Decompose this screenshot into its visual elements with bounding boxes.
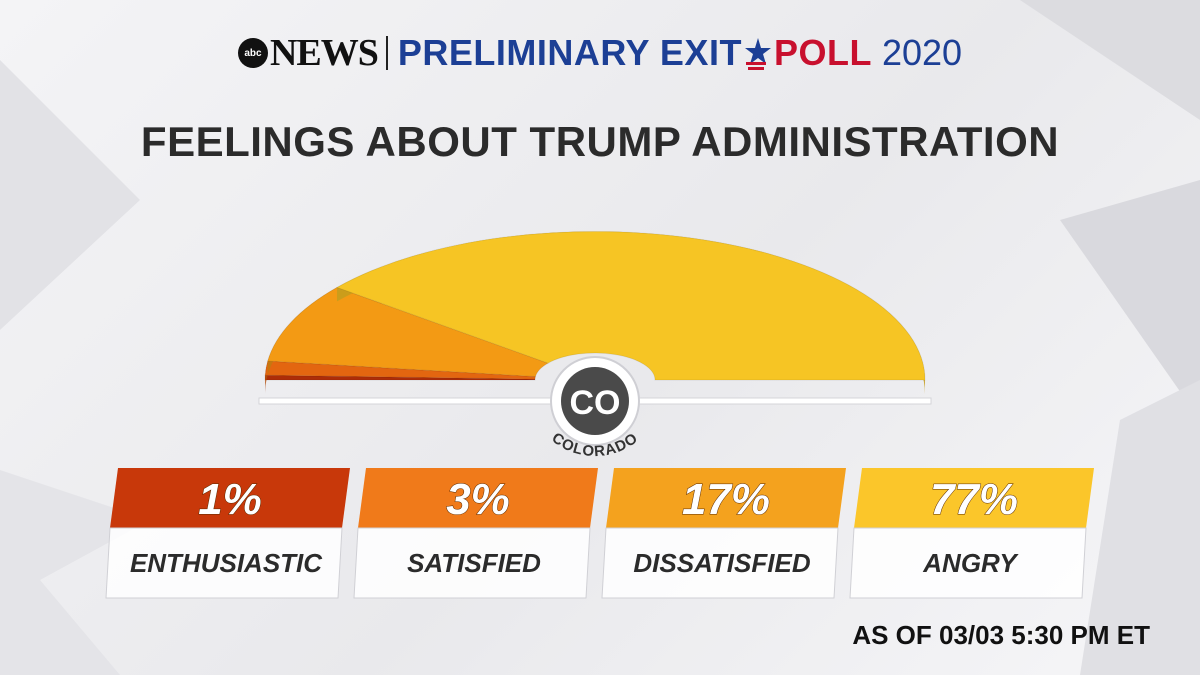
value-panel-dissatisfied [606,468,846,528]
header-title-part2: POLL [773,32,872,73]
bg-shard-left [0,60,140,330]
box-group: 1% ENTHUSIASTIC 3% SATISFIED 17% DISSATISFIED… [105,468,1094,599]
star-stripes-icon [744,38,771,70]
bg-shard-bottom-right [1080,380,1200,675]
value-panel-angry [854,468,1094,528]
gauge-segment-angry [335,231,926,381]
gauge-segments [264,231,926,394]
state-code: CO [570,384,621,422]
value-panel-satisfied [358,468,598,528]
header-title-part1: PRELIMINARY EXIT [397,32,742,73]
value-label-satisfied: 3% [446,475,510,524]
bg-shard-top-right [1020,0,1200,120]
label-panel-angry [849,527,1087,599]
state-badge-inner [561,367,629,435]
category-label-satisfied: SATISFIED [407,548,541,578]
chart-title: FEELINGS ABOUT TRUMP ADMINISTRATION [140,118,1060,165]
value-panel-enthusiastic [110,468,350,528]
bg-shard-right [1060,180,1200,420]
abc-logo: abc [237,38,268,68]
label-panel-dissatisfied [601,527,839,599]
gauge-segment-enthusiastic [264,374,536,381]
footnote-timestamp: AS OF 03/03 5:30 PM ET [852,620,1150,650]
gauge-segment-dissatisfied [267,286,550,378]
header-divider [385,36,388,70]
header: abc NEWS PRELIMINARY EXIT POLL 2020 [0,28,1200,78]
news-wordmark: NEWS [269,32,379,74]
category-label-dissatisfied: DISSATISFIED [633,548,810,578]
label-panel-enthusiastic [105,527,343,599]
value-label-enthusiastic: 1% [198,475,262,524]
header-year: 2020 [881,32,963,73]
category-label-enthusiastic: ENTHUSIASTIC [130,548,323,578]
value-label-angry: 77% [930,475,1018,524]
value-label-dissatisfied: 17% [682,475,770,524]
label-panel-satisfied [353,527,591,599]
category-label-angry: ANGRY [922,548,1019,578]
